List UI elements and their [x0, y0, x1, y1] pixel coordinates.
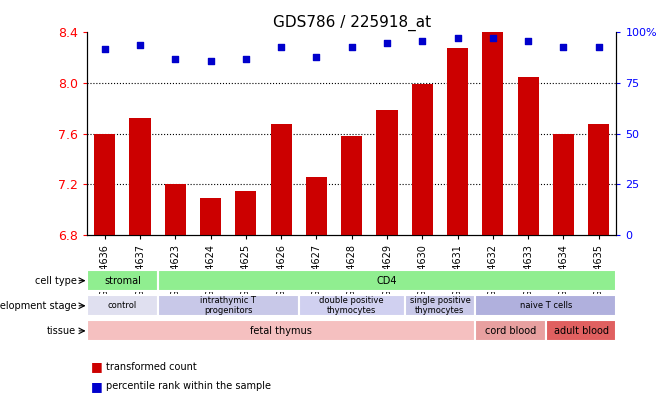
Text: double positive
thymocytes: double positive thymocytes	[320, 296, 384, 315]
Text: intrathymic T
progenitors: intrathymic T progenitors	[200, 296, 256, 315]
Text: percentile rank within the sample: percentile rank within the sample	[106, 382, 271, 391]
Bar	[87, 270, 157, 291]
Point	[382, 39, 393, 46]
Point	[523, 37, 533, 44]
Bar	[412, 84, 433, 235]
Point	[417, 37, 427, 44]
Text: naive T cells: naive T cells	[520, 301, 572, 310]
Bar	[588, 124, 609, 235]
Text: cell type: cell type	[35, 276, 76, 286]
Text: development stage: development stage	[0, 301, 76, 311]
Bar	[553, 134, 574, 235]
Text: ■: ■	[90, 380, 103, 393]
Point	[311, 53, 322, 60]
Bar	[447, 48, 468, 235]
Point	[170, 55, 181, 62]
Bar	[87, 295, 157, 316]
Point	[241, 55, 251, 62]
Bar	[546, 320, 616, 341]
Bar	[306, 177, 327, 235]
Bar	[165, 184, 186, 235]
Bar	[94, 134, 115, 235]
Text: ■: ■	[90, 360, 103, 373]
Bar	[157, 270, 616, 291]
Bar	[271, 124, 291, 235]
Text: stromal: stromal	[104, 276, 141, 286]
Bar	[341, 136, 362, 235]
Point	[205, 58, 216, 64]
Bar	[475, 320, 546, 341]
Point	[276, 43, 287, 50]
Point	[99, 45, 110, 52]
Text: tissue: tissue	[48, 326, 76, 336]
Bar	[518, 77, 539, 235]
Text: fetal thymus: fetal thymus	[250, 326, 312, 336]
Title: GDS786 / 225918_at: GDS786 / 225918_at	[273, 15, 431, 31]
Point	[594, 43, 604, 50]
Bar	[235, 191, 257, 235]
Text: CD4: CD4	[377, 276, 397, 286]
Point	[558, 43, 569, 50]
Bar	[482, 32, 503, 235]
Point	[346, 43, 357, 50]
Bar	[129, 119, 151, 235]
Point	[452, 35, 463, 42]
Text: cord blood: cord blood	[485, 326, 536, 336]
Point	[488, 35, 498, 42]
Bar	[87, 320, 475, 341]
Text: control: control	[108, 301, 137, 310]
Text: transformed count: transformed count	[106, 362, 196, 372]
Bar	[377, 110, 397, 235]
Bar	[157, 295, 299, 316]
Bar	[405, 295, 475, 316]
Text: single positive
thymocytes: single positive thymocytes	[409, 296, 470, 315]
Text: adult blood: adult blood	[553, 326, 608, 336]
Bar	[200, 198, 221, 235]
Point	[135, 41, 145, 48]
Bar	[475, 295, 616, 316]
Bar	[299, 295, 405, 316]
